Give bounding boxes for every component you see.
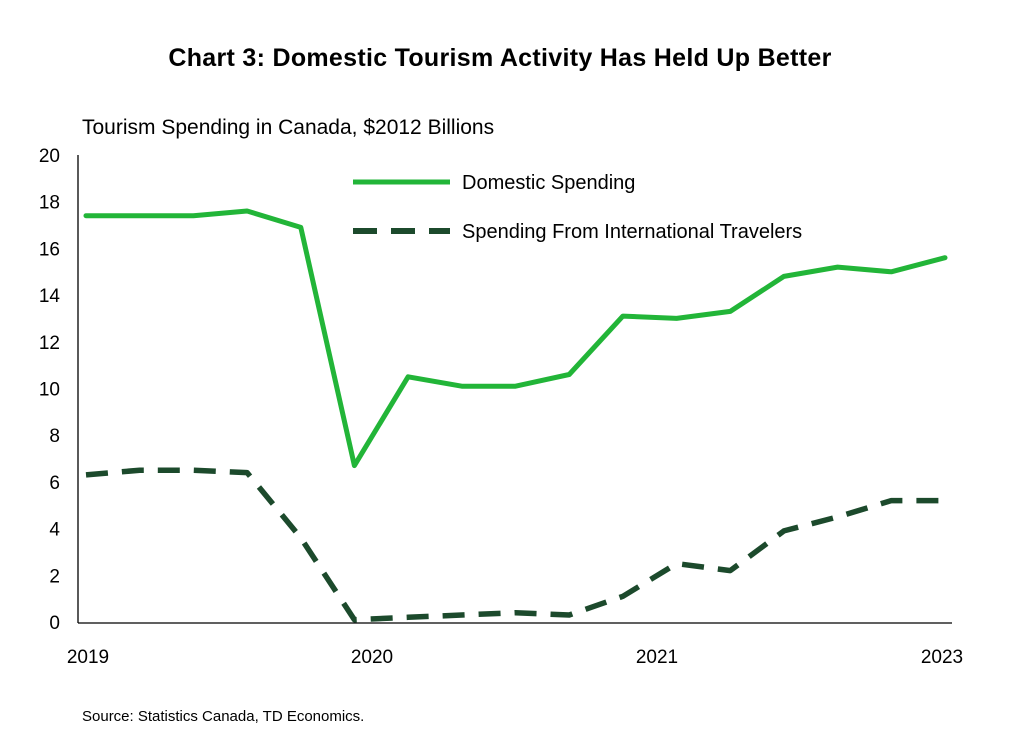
y-tick-label: 14 <box>39 286 61 307</box>
y-tick-label: 18 <box>39 193 60 214</box>
legend: Domestic Spending Spending From Internati… <box>353 172 802 243</box>
series-line-international <box>85 467 945 623</box>
y-tick-label: 2 <box>49 566 60 587</box>
y-tick-label: 0 <box>49 613 60 634</box>
y-tick-label: 16 <box>39 239 60 260</box>
y-tick-label: 8 <box>49 426 60 447</box>
series-lines <box>83 208 948 623</box>
y-tick-label: 10 <box>39 380 60 401</box>
y-tick-labels: 0 2 4 6 8 10 12 14 16 18 20 <box>39 146 61 634</box>
x-tick-label: 2021 <box>636 647 678 668</box>
chart-title: Chart 3: Domestic Tourism Activity Has H… <box>168 44 832 72</box>
y-tick-label: 4 <box>49 520 60 541</box>
x-tick-label: 2023 <box>921 647 963 668</box>
y-tick-label: 6 <box>49 473 60 494</box>
y-axis-label: Tourism Spending in Canada, $2012 Billio… <box>82 116 495 139</box>
y-tick-label: 20 <box>39 146 60 167</box>
legend-label-international: Spending From International Travelers <box>462 221 802 243</box>
x-tick-label: 2020 <box>351 647 393 668</box>
axes <box>77 155 952 624</box>
x-tick-labels: 2019 2020 2021 2023 <box>67 647 963 668</box>
x-tick-label: 2019 <box>67 647 109 668</box>
source-note: Source: Statistics Canada, TD Economics. <box>82 708 365 725</box>
legend-label-domestic: Domestic Spending <box>462 172 635 194</box>
y-tick-label: 12 <box>39 333 60 354</box>
series-line-domestic <box>83 208 948 469</box>
